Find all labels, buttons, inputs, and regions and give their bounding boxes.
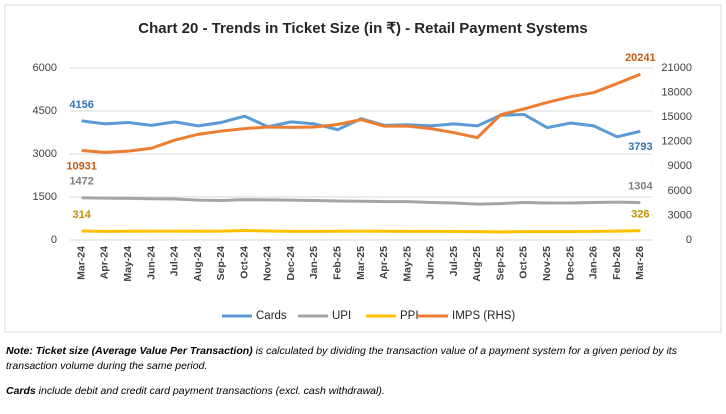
x-tick-label: Apr-24 [99,246,111,279]
legend-label: IMPS (RHS) [452,310,515,322]
y2-tick-label: 12000 [661,136,692,148]
data-label: 1304 [628,181,653,193]
legend-label: UPI [332,310,351,322]
y2-tick-label: 21000 [661,62,692,74]
data-label: 20241 [625,52,656,64]
note: Cards include debit and credit card paym… [6,384,718,399]
x-tick-label: Mar-25 [355,246,367,280]
x-tick-label: Jul-24 [169,246,181,277]
data-label: 1472 [69,176,93,188]
y2-tick-label: 3000 [668,209,692,221]
x-tick-label: Jun-24 [145,246,157,280]
line-series [81,196,641,206]
x-tick-label: Aug-24 [192,246,204,282]
line-series [81,229,641,234]
notes: Note: Ticket size (Average Value Per Tra… [6,344,718,409]
y2-tick-label: 15000 [661,111,692,123]
line-series [81,72,641,154]
chart-title: Chart 20 - Trends in Ticket Size (in ₹) … [138,20,587,37]
x-tick-label: Jan-25 [308,246,320,279]
chart: Chart 20 - Trends in Ticket Size (in ₹) … [4,4,722,333]
x-tick-label: Feb-26 [611,246,623,280]
note-text: is calculated by dividing the transactio… [6,345,677,372]
legend-label: PPI [400,310,419,322]
data-label: 4156 [69,99,93,111]
y2-tick-label: 0 [686,234,692,246]
y2-tick-label: 18000 [661,86,692,98]
x-tick-label: Jun-25 [425,246,437,280]
y-tick-label: 6000 [33,62,57,74]
x-tick-label: Dec-25 [564,246,576,281]
x-tick-label: Apr-25 [378,246,390,279]
x-tick-label: Dec-24 [285,246,297,281]
x-tick-label: Nov-25 [541,246,553,281]
x-tick-label: Mar-24 [75,246,87,280]
note-text: include debit and credit card payment tr… [35,385,385,397]
x-tick-label: Oct-24 [238,246,250,279]
x-tick-label: Jan-26 [588,246,600,279]
x-tick-label: Oct-25 [518,246,530,279]
y2-tick-label: 9000 [668,160,692,172]
x-tick-label: Jul-25 [448,246,460,277]
x-tick-label: Sep-24 [215,246,227,281]
data-label: 3793 [628,141,652,153]
data-label: 314 [72,209,91,221]
x-tick-label: Aug-25 [471,246,483,282]
y2-tick-label: 6000 [668,185,692,197]
chart-frame [4,4,722,333]
x-tick-label: May-25 [401,246,413,282]
x-tick-label: Mar-26 [634,246,646,280]
y-tick-label: 3000 [33,148,57,160]
y-tick-label: 0 [51,234,57,246]
note-bold: Note: Ticket size (Average Value Per Tra… [6,345,253,357]
legend-label: Cards [256,310,287,322]
y-tick-label: 4500 [33,105,57,117]
y-tick-label: 1500 [33,191,57,203]
note: Note: Ticket size (Average Value Per Tra… [6,344,718,374]
note-bold: Cards [6,385,36,397]
data-label: 326 [631,209,649,221]
x-tick-label: May-24 [122,246,134,282]
x-tick-label: Nov-24 [262,246,274,281]
x-tick-label: Sep-25 [494,246,506,281]
x-tick-label: Feb-25 [332,246,344,280]
data-label: 10931 [66,160,97,172]
